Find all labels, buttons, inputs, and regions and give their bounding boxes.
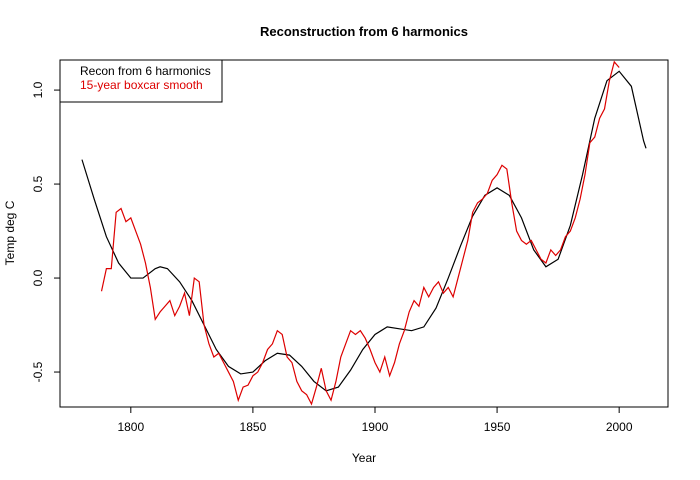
y-tick-label: 0.0 bbox=[31, 269, 45, 286]
x-tick-label: 1950 bbox=[484, 420, 511, 434]
chart-title: Reconstruction from 6 harmonics bbox=[260, 24, 468, 39]
x-axis-label: Year bbox=[352, 451, 376, 465]
legend-label: Recon from 6 harmonics bbox=[80, 64, 211, 78]
plot-area bbox=[81, 60, 647, 406]
y-axis-label: Temp deg C bbox=[3, 200, 17, 265]
x-tick-label: 1800 bbox=[117, 420, 144, 434]
data-line bbox=[81, 70, 647, 392]
y-tick-label: 0.5 bbox=[31, 175, 45, 192]
legend-label: 15-year boxcar smooth bbox=[80, 78, 203, 92]
data-line bbox=[100, 60, 620, 406]
y-tick-label: -0.5 bbox=[31, 361, 45, 382]
y-tick-label: 1.0 bbox=[31, 81, 45, 98]
plot-frame bbox=[59, 59, 669, 408]
x-tick-label: 1850 bbox=[240, 420, 267, 434]
legend-box bbox=[59, 59, 223, 103]
x-tick-label: 1900 bbox=[362, 420, 389, 434]
x-tick-label: 2000 bbox=[606, 420, 633, 434]
